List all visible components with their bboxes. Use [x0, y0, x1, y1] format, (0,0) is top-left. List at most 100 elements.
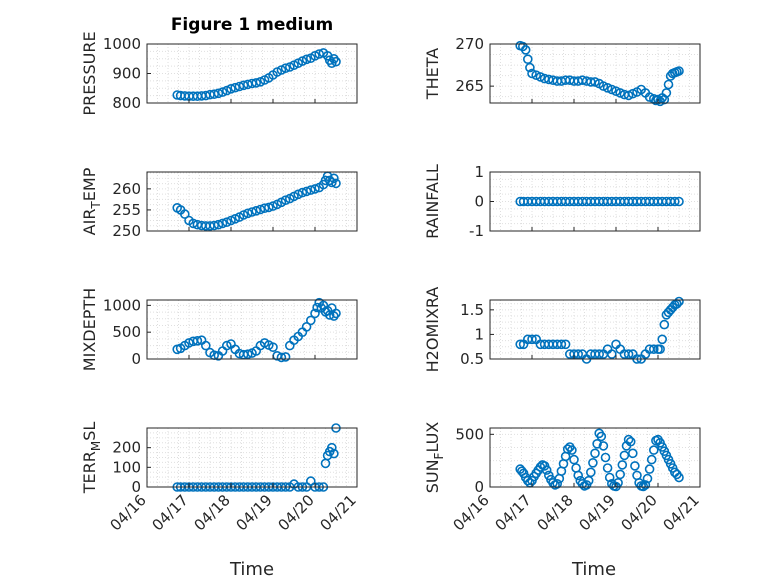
data-point — [623, 349, 634, 359]
data-point — [209, 220, 219, 231]
data-point — [623, 434, 634, 445]
data-point — [669, 196, 680, 207]
series-pressure — [172, 48, 341, 101]
data-point — [280, 352, 291, 362]
data-point — [329, 311, 339, 321]
y-tick-label: 500 — [112, 323, 141, 341]
x-tick-label: 04/20 — [618, 491, 661, 534]
x-tick-label: 04/21 — [317, 491, 360, 534]
data-point — [657, 334, 668, 345]
data-point — [329, 448, 339, 459]
series-theta — [515, 40, 684, 107]
y-axis-label: MIXDEPTH — [80, 288, 99, 371]
x-tick-label: 04/18 — [191, 491, 234, 534]
y-tick-label: 1000 — [103, 35, 141, 53]
data-point — [602, 463, 613, 473]
data-point — [326, 442, 337, 453]
data-point — [674, 196, 684, 207]
data-point — [263, 202, 274, 213]
data-point — [247, 207, 257, 217]
data-point — [520, 45, 531, 55]
y-axis-label: SUNFLUX — [423, 422, 446, 494]
data-point — [251, 206, 262, 216]
data-point — [213, 88, 224, 99]
data-point — [648, 344, 659, 355]
data-point — [590, 448, 600, 459]
data-point — [527, 334, 537, 345]
x-axis-label-right: Time — [571, 559, 616, 580]
y-tick-label: 800 — [112, 94, 141, 112]
y-tick-label: 0 — [131, 350, 141, 368]
data-point — [280, 63, 291, 73]
data-point — [567, 445, 577, 455]
data-point — [209, 89, 219, 99]
data-point — [598, 441, 609, 451]
subplot-theta: 265 270 THETA — [423, 35, 701, 107]
x-tick-label: 04/16 — [107, 491, 150, 534]
data-point — [255, 204, 266, 215]
data-point — [569, 454, 579, 465]
data-point — [230, 82, 240, 93]
y-tick-label: -1 — [469, 222, 484, 240]
data-point — [674, 472, 684, 483]
y-tick-label: 1.5 — [460, 301, 484, 319]
series-air-temp — [172, 171, 341, 231]
data-point — [201, 340, 211, 351]
data-point — [243, 349, 253, 360]
data-point — [180, 209, 190, 219]
axes-box — [146, 299, 358, 360]
data-point — [617, 460, 628, 470]
x-tick-label: 04/19 — [233, 491, 276, 534]
axes-box — [146, 427, 358, 488]
data-point — [280, 195, 291, 205]
data-point — [674, 296, 684, 307]
data-point — [331, 56, 341, 67]
data-point — [192, 335, 203, 346]
y-tick-label: 500 — [455, 425, 484, 443]
y-tick-label: 100 — [112, 458, 141, 476]
y-tick-label: 1000 — [103, 296, 141, 314]
data-point — [251, 78, 262, 88]
data-point — [604, 472, 615, 483]
y-axis-label: PRESSURE — [80, 31, 99, 115]
data-point — [515, 339, 526, 350]
data-point — [301, 321, 312, 332]
data-point — [640, 480, 651, 490]
data-point — [592, 438, 602, 449]
data-point — [661, 88, 672, 98]
data-point — [305, 315, 316, 326]
data-point — [583, 475, 594, 486]
y-axis-label: TERRMSL — [80, 422, 103, 495]
data-point — [184, 338, 194, 348]
data-point — [312, 302, 322, 313]
data-point — [560, 339, 571, 350]
axes-box — [489, 43, 701, 104]
axes-box — [489, 427, 701, 488]
data-point — [556, 339, 567, 350]
x-tick-label: 04/19 — [576, 491, 619, 534]
x-tick-label: 04/17 — [149, 491, 192, 534]
y-tick-label: 265 — [455, 77, 484, 95]
x-tick-label: 04/21 — [660, 491, 703, 534]
series-rainfall — [515, 196, 684, 207]
data-point — [659, 319, 670, 330]
data-point — [585, 467, 596, 478]
data-point — [297, 187, 308, 198]
data-point — [226, 84, 236, 94]
axes-box — [146, 171, 358, 232]
data-point — [619, 450, 630, 461]
data-point — [331, 308, 341, 319]
data-point — [562, 444, 573, 454]
data-point — [310, 184, 320, 194]
data-point — [329, 173, 339, 184]
data-point — [600, 452, 611, 463]
data-point — [627, 448, 638, 459]
y-axis-label: AIRTEMP — [80, 167, 103, 235]
data-point — [217, 87, 228, 97]
y-tick-label: 1 — [474, 325, 484, 343]
data-point — [655, 344, 665, 355]
data-point — [588, 457, 598, 468]
